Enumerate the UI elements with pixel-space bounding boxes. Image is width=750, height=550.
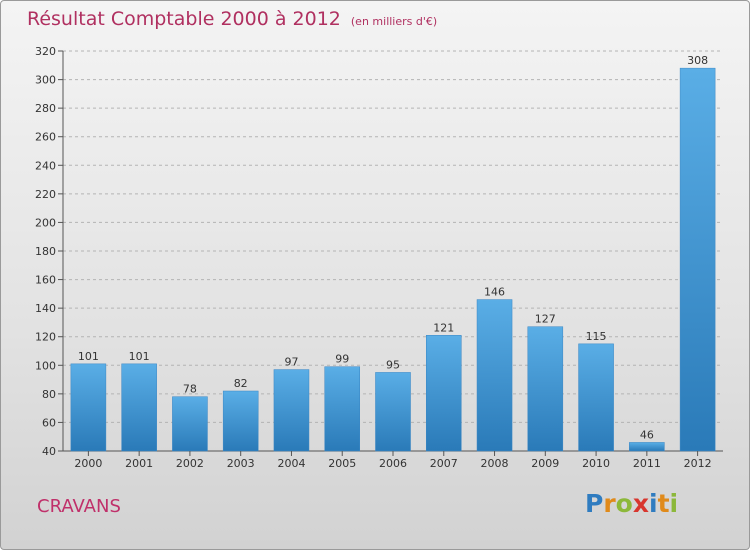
y-tick-label: 60 [42, 416, 56, 429]
x-tick-label: 2009 [531, 457, 559, 470]
y-tick-label: 220 [35, 188, 56, 201]
y-axis: 40 60 80 100 120 140 160 180 200 220 240 260 280 300 3… [35, 45, 723, 458]
y-tick-label: 320 [35, 45, 56, 58]
bars [70, 67, 716, 452]
y-tick-label: 300 [35, 74, 56, 87]
bar [426, 335, 462, 452]
data-label: 78 [183, 383, 197, 396]
x-tick-label: 2010 [582, 457, 610, 470]
data-label: 101 [78, 350, 99, 363]
logo-letter: x [632, 489, 649, 518]
x-tick-label: 2005 [328, 457, 356, 470]
y-tick-label: 100 [35, 359, 56, 372]
x-tick-label: 2003 [227, 457, 255, 470]
bar [476, 299, 513, 452]
bar [70, 363, 107, 452]
data-label: 99 [335, 353, 349, 366]
y-tick-label: 180 [35, 245, 56, 258]
commune-name: CRAVANS [37, 496, 121, 517]
y-tick-label: 120 [35, 331, 56, 344]
bar [172, 396, 208, 452]
data-label: 46 [640, 428, 654, 441]
chart-title-text: Résultat Comptable 2000 à 2012 [27, 8, 341, 30]
x-tick-label: 2012 [684, 457, 712, 470]
data-label: 115 [586, 330, 607, 343]
chart-subtitle: (en milliers d'€) [350, 15, 438, 28]
logo-letter: r [603, 489, 616, 518]
bar [527, 326, 564, 452]
logo-letter: i [649, 489, 658, 518]
data-label: 82 [234, 377, 248, 390]
data-label: 308 [687, 54, 708, 67]
y-tick-label: 80 [42, 388, 56, 401]
bar [375, 372, 411, 452]
data-label: 121 [433, 321, 454, 334]
bar [273, 369, 310, 452]
y-tick-label: 160 [35, 274, 56, 287]
x-axis: 2000 2001 2002 2003 2004 2005 2006 2007 2008 2009… [74, 451, 712, 470]
proxiti-logo: Proxiti [585, 489, 678, 518]
x-tick-label: 2008 [481, 457, 509, 470]
chart-title: Résultat Comptable 2000 à 2012 (en millie… [27, 8, 437, 30]
data-label: 97 [284, 356, 298, 369]
data-label: 146 [484, 286, 505, 299]
logo-letter: o [615, 489, 633, 518]
x-tick-label: 2011 [633, 457, 661, 470]
x-tick-label: 2004 [277, 457, 305, 470]
data-labels: 101 101 78 82 97 99 95 121 146 127 115 46 308 [78, 54, 708, 441]
x-tick-label: 2007 [430, 457, 458, 470]
bar [222, 390, 259, 452]
data-label: 95 [386, 358, 400, 371]
y-tick-label: 280 [35, 102, 56, 115]
logo-letter: i [669, 489, 679, 518]
x-tick-label: 2001 [125, 457, 153, 470]
x-tick-label: 2000 [74, 457, 102, 470]
data-label: 127 [535, 313, 556, 326]
y-tick-label: 200 [35, 216, 56, 229]
x-tick-label: 2006 [379, 457, 407, 470]
y-tick-label: 240 [35, 159, 56, 172]
logo-letter: t [657, 489, 670, 518]
y-tick-label: 40 [42, 445, 56, 458]
logo-letter: P [585, 489, 604, 518]
bar [679, 67, 716, 452]
bar [629, 442, 665, 452]
y-tick-label: 260 [35, 131, 56, 144]
bar [578, 343, 614, 452]
x-tick-label: 2002 [176, 457, 204, 470]
bar [324, 366, 360, 452]
bar [121, 363, 157, 452]
y-tick-label: 140 [35, 302, 56, 315]
data-label: 101 [129, 350, 150, 363]
